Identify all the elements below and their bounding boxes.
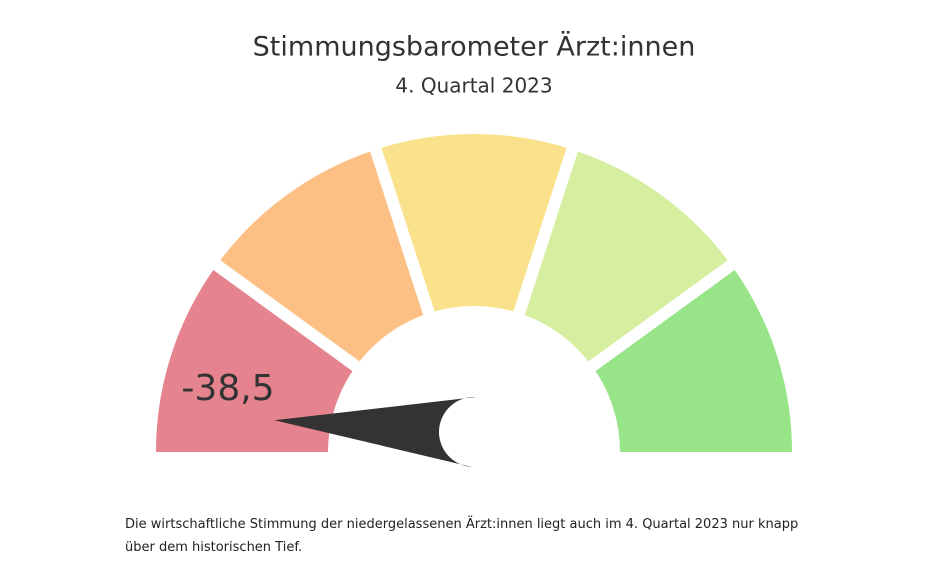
gauge-band xyxy=(592,265,792,452)
needle-hub xyxy=(459,417,489,447)
band-separator xyxy=(584,257,739,374)
gauge-band xyxy=(156,265,356,452)
caption: Die wirtschaftliche Stimmung der niederg… xyxy=(125,517,799,555)
gauge-band xyxy=(375,134,573,314)
band-separator xyxy=(368,142,437,320)
band-separator xyxy=(209,257,364,374)
chart-title: Stimmungsbarometer Ärzt:innen xyxy=(253,31,696,63)
chart: Stimmungsbarometer Ärzt:innen 4. Quartal… xyxy=(156,31,792,467)
needle xyxy=(274,397,477,467)
chart-subtitle: 4. Quartal 2023 xyxy=(395,74,552,98)
gauge-band xyxy=(519,149,732,367)
value-label: -38,5 xyxy=(181,368,274,409)
gauge-band xyxy=(216,149,429,367)
band-separator xyxy=(511,142,580,320)
